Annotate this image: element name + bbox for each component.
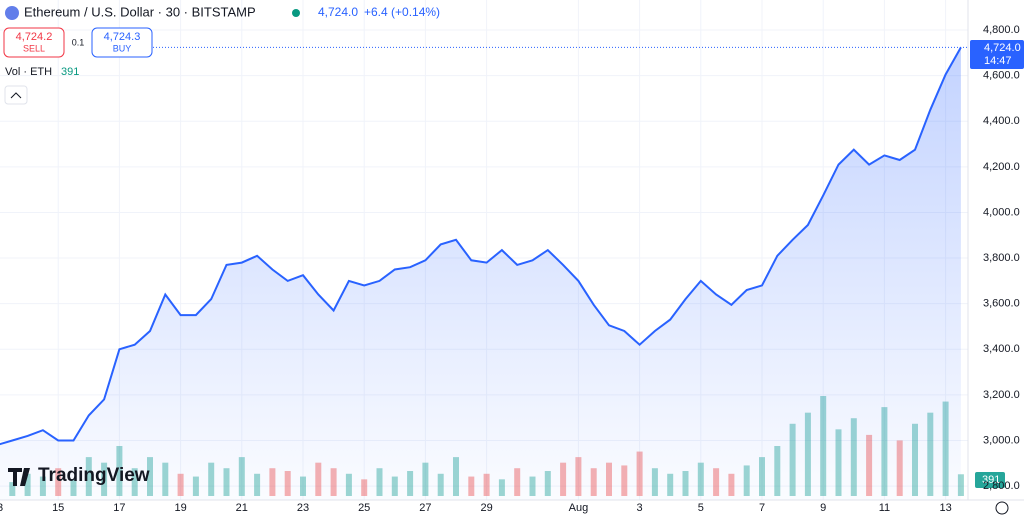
buy-button[interactable] — [91, 27, 153, 58]
last-price-box — [970, 40, 1024, 69]
x-tick-label: 3 — [637, 502, 643, 514]
y-tick-label: 2,800.0 — [983, 480, 1020, 492]
volume-label: Vol · ETH — [5, 66, 52, 78]
y-tick-label: 4,000.0 — [983, 206, 1020, 218]
x-tick-label: 11 — [879, 502, 890, 514]
y-tick-label: 4,800.0 — [983, 24, 1020, 36]
x-tick-label: 25 — [358, 502, 370, 514]
eth-icon — [5, 6, 19, 20]
header-price: 4,724.0 — [318, 5, 358, 19]
y-tick-label: 3,600.0 — [983, 298, 1020, 310]
y-tick-label: 4,200.0 — [983, 161, 1020, 173]
x-tick-label: 23 — [297, 502, 309, 514]
x-tick-label: 5 — [698, 502, 704, 514]
y-tick-label: 3,400.0 — [983, 343, 1020, 355]
y-tick-label: 3,200.0 — [983, 389, 1020, 401]
volume-badge-box — [975, 472, 1005, 488]
brand: TradingView — [38, 465, 150, 486]
status-dot — [292, 9, 300, 17]
volume-value: 391 — [61, 66, 79, 78]
collapse-button[interactable] — [4, 85, 28, 105]
x-tick-label: 7 — [759, 502, 765, 514]
sell-label: SELL — [23, 43, 45, 53]
area-fill — [0, 47, 961, 500]
plot — [0, 0, 968, 500]
x-tick-label: 21 — [236, 502, 248, 514]
x-tick-label: 27 — [419, 502, 431, 514]
x-tick-label: 15 — [52, 502, 64, 514]
buy-price: 4,724.3 — [104, 31, 141, 43]
x-tick-label: 13 — [0, 502, 3, 514]
symbol-title: Ethereum / U.S. Dollar · 30 · BITSTAMP — [24, 4, 256, 19]
settings-icon[interactable] — [995, 501, 1009, 515]
buy-label: BUY — [113, 43, 132, 53]
x-tick-label: 9 — [820, 502, 826, 514]
y-tick-label: 4,600.0 — [983, 70, 1020, 82]
sell-button[interactable] — [3, 27, 65, 58]
volume-badge: 391 — [982, 474, 1000, 486]
header-change: +6.4 (+0.14%) — [364, 5, 440, 19]
spread: 0.1 — [72, 37, 85, 47]
x-tick-label: 19 — [174, 502, 186, 514]
brand-logo — [8, 468, 30, 486]
x-tick-label: 13 — [939, 502, 951, 514]
y-tick-label: 3,800.0 — [983, 252, 1020, 264]
x-tick-label: 29 — [480, 502, 492, 514]
last-price-label: 4,724.0 — [984, 42, 1021, 54]
y-tick-label: 3,000.0 — [983, 434, 1020, 446]
last-time-label: 14:47 — [984, 55, 1012, 67]
sell-price: 4,724.2 — [16, 31, 53, 43]
y-tick-label: 4,400.0 — [983, 115, 1020, 127]
collapse-icon — [10, 92, 22, 99]
x-tick-label: Aug — [569, 502, 589, 514]
x-tick-label: 17 — [113, 502, 125, 514]
price-line — [0, 46, 962, 446]
